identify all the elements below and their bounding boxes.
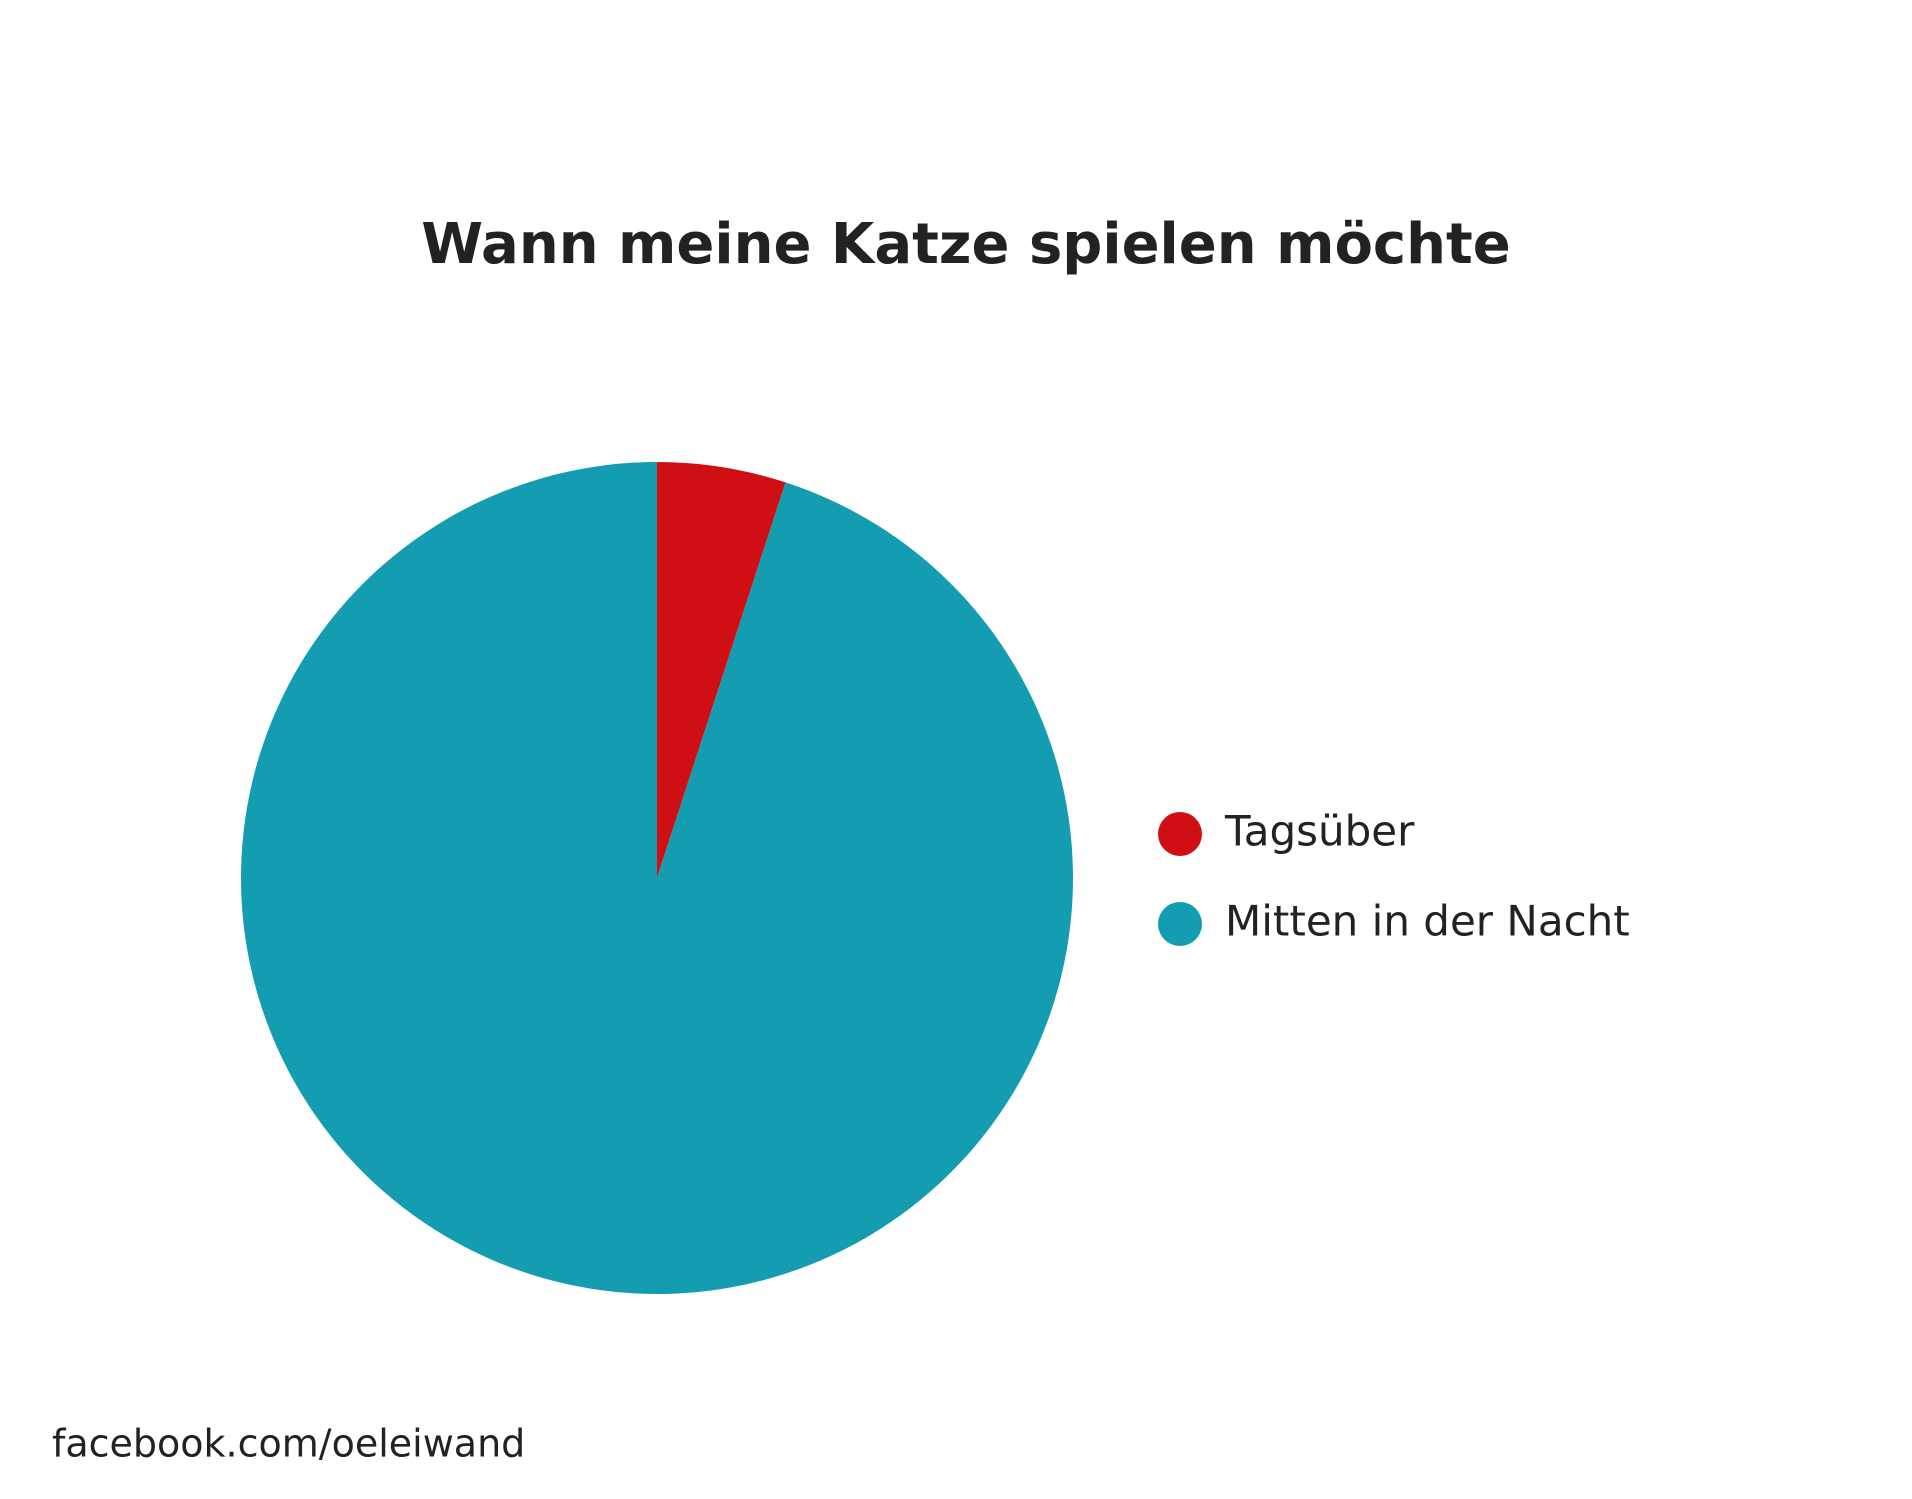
pie-slice [240,462,1073,1295]
legend-marker [1158,902,1202,946]
legend-label: Mitten in der Nacht [1225,897,1630,946]
pie-slice [657,462,786,878]
chart-title: Wann meine Katze spielen möchte [421,212,1510,277]
legend-marker [1158,812,1202,856]
source-note: facebook.com/oeleiwand [52,1422,525,1466]
legend-label: Tagsüber [1224,807,1415,856]
